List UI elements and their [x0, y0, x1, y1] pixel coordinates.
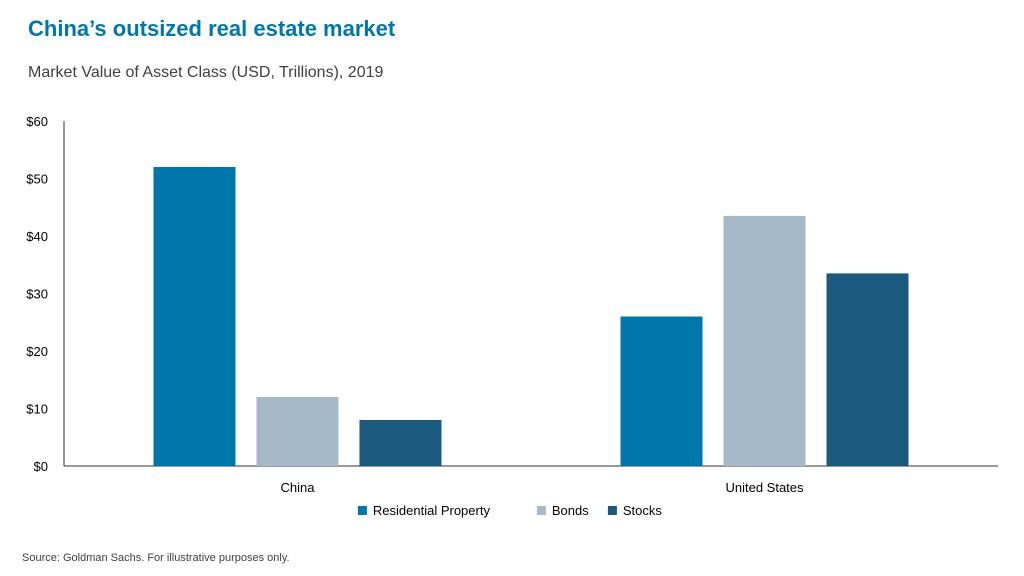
legend-swatch — [607, 506, 617, 515]
y-tick-label: $20 — [26, 344, 48, 359]
chart-subtitle: Market Value of Asset Class (USD, Trilli… — [28, 64, 384, 81]
chart-title: China’s outsized real estate market — [28, 16, 396, 41]
source-note: Source: Goldman Sachs. For illustrative … — [22, 552, 290, 564]
bar-residential-property-china — [153, 167, 236, 466]
y-tick-label: $10 — [26, 402, 48, 417]
bar-residential-property-united-states — [620, 316, 703, 466]
y-tick-label: $50 — [26, 172, 48, 187]
x-category-label: United States — [725, 480, 804, 495]
bar-bonds-united-states — [723, 215, 806, 466]
y-tick-label: $0 — [34, 459, 48, 474]
y-tick-label: $60 — [26, 114, 48, 129]
legend-label: Stocks — [623, 503, 663, 518]
bar-stocks-united-states — [826, 273, 909, 466]
y-tick-label: $40 — [26, 229, 48, 244]
bar-chart: $0 $10 $20 $30 $40 $50 $60 China United States Re… — [26, 114, 998, 518]
legend-swatch — [536, 506, 546, 515]
legend-swatch — [357, 506, 367, 515]
bar-bonds-china — [256, 397, 339, 466]
bar-stocks-china — [359, 420, 442, 466]
legend-label: Residential Property — [373, 503, 491, 518]
legend-label: Bonds — [552, 503, 589, 518]
y-tick-label: $30 — [26, 287, 48, 302]
x-category-label: China — [281, 480, 316, 495]
